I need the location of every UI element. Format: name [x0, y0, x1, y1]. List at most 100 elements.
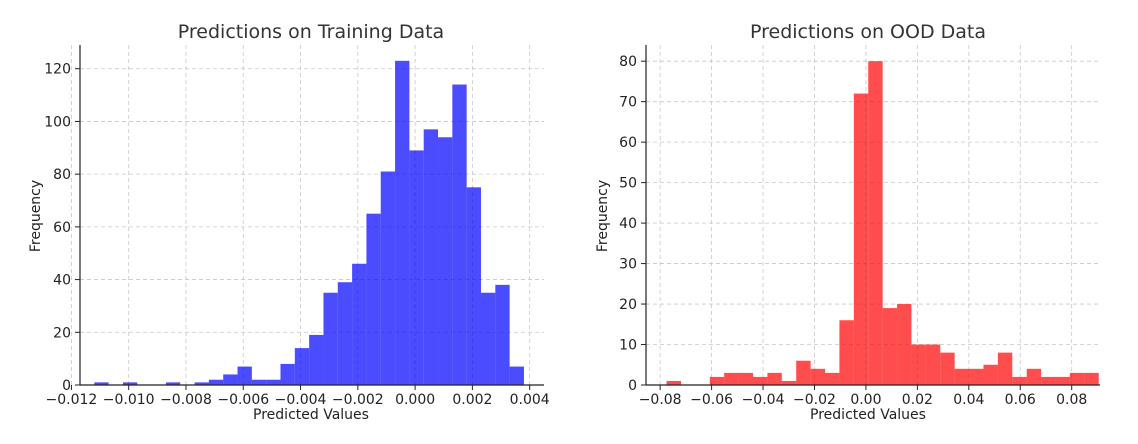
ood-y-tick-label: 10	[619, 338, 637, 354]
ood-bar	[767, 372, 782, 385]
training-y-ticks: 0 20 40 60 80 100 120	[44, 62, 80, 394]
ood-bar	[825, 372, 840, 385]
ood-bar	[666, 380, 681, 385]
ood-bar	[911, 344, 926, 385]
training-y-tick-label: 100	[44, 114, 71, 130]
training-x-tick-label: −0.004	[275, 392, 327, 408]
ood-histogram: −0.08 −0.06 −0.04 −0.02 0.00 0.02 0.04 0.06 0.08…	[595, 21, 1100, 423]
ood-x-tick-label: −0.02	[793, 392, 836, 408]
training-y-tick-label: 0	[62, 378, 71, 394]
training-bar	[237, 366, 252, 385]
training-bar	[194, 382, 209, 385]
training-bar	[122, 382, 138, 385]
training-x-tick-label: −0.010	[103, 392, 155, 408]
training-y-axis-label: Frequency	[28, 180, 44, 252]
training-bar	[366, 213, 381, 385]
ood-y-tick-label: 50	[619, 176, 637, 192]
training-y-tick-label: 20	[53, 325, 71, 341]
training-bar	[266, 379, 281, 385]
training-bar	[452, 84, 467, 385]
ood-x-tick-label: −0.06	[690, 392, 733, 408]
training-bar	[223, 374, 238, 385]
ood-y-tick-label: 30	[619, 257, 637, 273]
training-axes	[79, 45, 544, 386]
training-x-tick-label: 0.004	[510, 392, 550, 408]
ood-y-axis-label: Frequency	[595, 180, 611, 252]
ood-bar	[753, 376, 768, 385]
ood-bar	[796, 360, 811, 385]
ood-bar	[897, 304, 912, 385]
ood-y-tick-label: 80	[619, 54, 637, 70]
training-bar	[251, 379, 267, 385]
training-bar	[480, 292, 496, 385]
ood-y-ticks: 0 10 20 30 40 50 60 70 80	[619, 54, 646, 394]
ood-bar	[1012, 376, 1027, 385]
training-y-tick-label: 80	[53, 167, 71, 183]
training-x-tick-label: 0.002	[452, 392, 492, 408]
ood-y-tick-label: 60	[619, 135, 637, 151]
ood-bar	[1026, 368, 1042, 385]
ood-x-tick-label: −0.04	[742, 392, 785, 408]
ood-bar	[781, 380, 797, 385]
training-bar	[294, 348, 310, 385]
ood-bar	[925, 344, 941, 385]
training-y-tick-label: 60	[53, 220, 71, 236]
ood-bar	[997, 352, 1013, 385]
ood-y-tick-label: 0	[628, 378, 637, 394]
training-x-tick-label: −0.006	[217, 392, 269, 408]
ood-y-tick-label: 70	[619, 95, 637, 111]
training-x-tick-label: −0.002	[332, 392, 384, 408]
ood-bar	[868, 61, 883, 385]
ood-bar	[1055, 376, 1070, 385]
ood-bar	[983, 364, 998, 385]
training-bar	[495, 284, 510, 385]
training-bar	[409, 150, 424, 385]
training-y-tick-label: 120	[44, 62, 71, 78]
training-y-tick-label: 40	[53, 273, 71, 289]
ood-x-tick-label: 0.06	[1005, 392, 1036, 408]
ood-x-tick-label: 0.04	[953, 392, 984, 408]
ood-x-axis-label: Predicted Values	[810, 407, 926, 423]
training-bar	[94, 382, 109, 385]
ood-bar	[1084, 372, 1099, 385]
training-bar	[352, 263, 367, 385]
ood-bar	[853, 93, 869, 386]
training-bar	[309, 334, 324, 385]
training-bar	[466, 187, 481, 385]
ood-bar	[969, 368, 984, 385]
training-chart-title: Predictions on Training Data	[178, 21, 444, 43]
training-bar	[395, 60, 410, 385]
training-bar	[509, 366, 524, 385]
ood-bar	[1069, 372, 1085, 385]
training-x-tick-label: −0.012	[46, 392, 98, 408]
training-x-tick-label: 0.000	[395, 392, 435, 408]
training-histogram: −0.012 −0.010 −0.008 −0.006 −0.004 −0.002 0.00…	[28, 21, 550, 423]
training-bar	[280, 363, 295, 385]
ood-bar	[1041, 376, 1056, 385]
ood-bars	[666, 61, 1099, 386]
ood-y-tick-label: 20	[619, 297, 637, 313]
ood-bar	[940, 352, 955, 385]
training-x-axis-label: Predicted Values	[253, 407, 369, 423]
training-bars	[94, 60, 524, 385]
ood-x-tick-label: 0.02	[902, 392, 933, 408]
training-bar	[380, 171, 396, 385]
training-bar	[438, 137, 453, 385]
ood-bar	[839, 320, 854, 385]
ood-bar	[738, 372, 754, 385]
ood-x-tick-label: −0.08	[639, 392, 682, 408]
ood-bar	[810, 368, 826, 385]
ood-y-tick-label: 40	[619, 216, 637, 232]
training-bar	[323, 292, 338, 385]
ood-bar	[954, 368, 970, 385]
ood-bar	[882, 308, 898, 385]
ood-chart-title: Predictions on OOD Data	[750, 21, 986, 43]
ood-x-tick-label: 0.00	[850, 392, 881, 408]
ood-x-ticks: −0.08 −0.06 −0.04 −0.02 0.00 0.02 0.04 0.06 0.08	[639, 385, 1087, 408]
ood-x-tick-label: 0.08	[1056, 392, 1087, 408]
training-bar	[165, 382, 181, 385]
training-x-tick-label: −0.008	[160, 392, 212, 408]
training-bar	[423, 129, 439, 385]
training-bar	[208, 379, 224, 385]
